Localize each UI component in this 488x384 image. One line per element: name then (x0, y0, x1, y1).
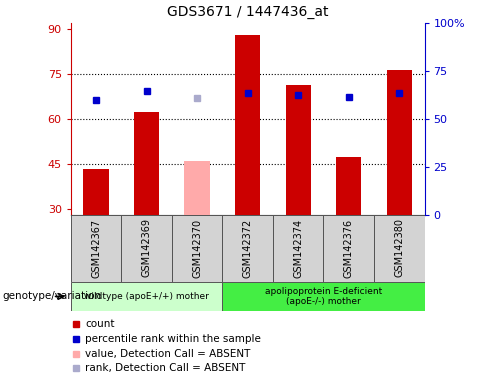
Text: wildtype (apoE+/+) mother: wildtype (apoE+/+) mother (84, 292, 209, 301)
Text: rank, Detection Call = ABSENT: rank, Detection Call = ABSENT (85, 363, 246, 373)
Bar (71, 215, 122, 282)
Text: value, Detection Call = ABSENT: value, Detection Call = ABSENT (85, 349, 251, 359)
Title: GDS3671 / 1447436_at: GDS3671 / 1447436_at (167, 5, 328, 19)
Text: GSM142372: GSM142372 (243, 218, 253, 278)
Text: GSM142376: GSM142376 (344, 218, 354, 278)
Text: GSM142369: GSM142369 (142, 218, 152, 277)
Text: GSM142367: GSM142367 (91, 218, 101, 278)
Bar (324, 215, 374, 282)
Bar (336, 157, 362, 215)
Bar (235, 35, 260, 215)
Text: GSM142374: GSM142374 (293, 218, 303, 278)
Bar (273, 215, 324, 282)
Bar (172, 215, 223, 282)
Bar (134, 111, 159, 215)
Bar (122, 215, 172, 282)
Bar (374, 215, 425, 282)
Bar (184, 161, 210, 215)
Bar (386, 70, 412, 215)
Text: count: count (85, 319, 115, 329)
Bar (71, 282, 223, 311)
Bar (223, 282, 425, 311)
Text: genotype/variation: genotype/variation (2, 291, 102, 301)
Text: percentile rank within the sample: percentile rank within the sample (85, 334, 261, 344)
Bar (83, 169, 109, 215)
Bar (285, 84, 311, 215)
Text: apolipoprotein E-deficient
(apoE-/-) mother: apolipoprotein E-deficient (apoE-/-) mot… (265, 287, 382, 306)
Text: GSM142370: GSM142370 (192, 218, 202, 278)
Bar (223, 215, 273, 282)
Text: GSM142380: GSM142380 (394, 218, 404, 277)
